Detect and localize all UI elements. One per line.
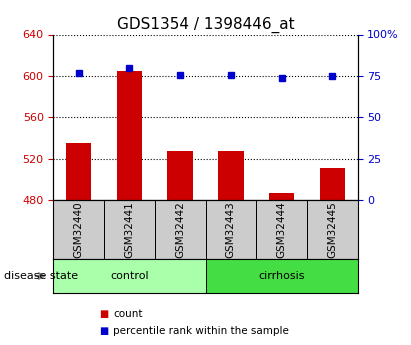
Text: GSM32444: GSM32444 — [277, 201, 286, 258]
Text: GSM32440: GSM32440 — [74, 201, 84, 258]
Text: ■: ■ — [99, 326, 108, 336]
Title: GDS1354 / 1398446_at: GDS1354 / 1398446_at — [117, 17, 294, 33]
Bar — [218, 151, 243, 200]
Bar — [319, 168, 345, 200]
Text: percentile rank within the sample: percentile rank within the sample — [113, 326, 289, 336]
Bar — [307, 200, 358, 259]
Bar — [269, 193, 294, 200]
Text: GSM32442: GSM32442 — [175, 201, 185, 258]
Text: count: count — [113, 309, 143, 319]
Bar — [168, 151, 193, 200]
Bar — [53, 200, 104, 259]
Text: ■: ■ — [99, 309, 108, 319]
Text: cirrhosis: cirrhosis — [258, 271, 305, 281]
Bar — [206, 259, 358, 293]
Bar — [104, 200, 155, 259]
Text: control: control — [110, 271, 149, 281]
Text: GSM32445: GSM32445 — [327, 201, 337, 258]
Text: GSM32443: GSM32443 — [226, 201, 236, 258]
Bar — [117, 71, 142, 200]
Bar — [256, 200, 307, 259]
Text: GSM32441: GSM32441 — [125, 201, 134, 258]
Bar — [53, 259, 206, 293]
Bar — [206, 200, 256, 259]
Bar — [66, 143, 91, 200]
Bar — [155, 200, 206, 259]
Text: disease state: disease state — [4, 271, 78, 281]
